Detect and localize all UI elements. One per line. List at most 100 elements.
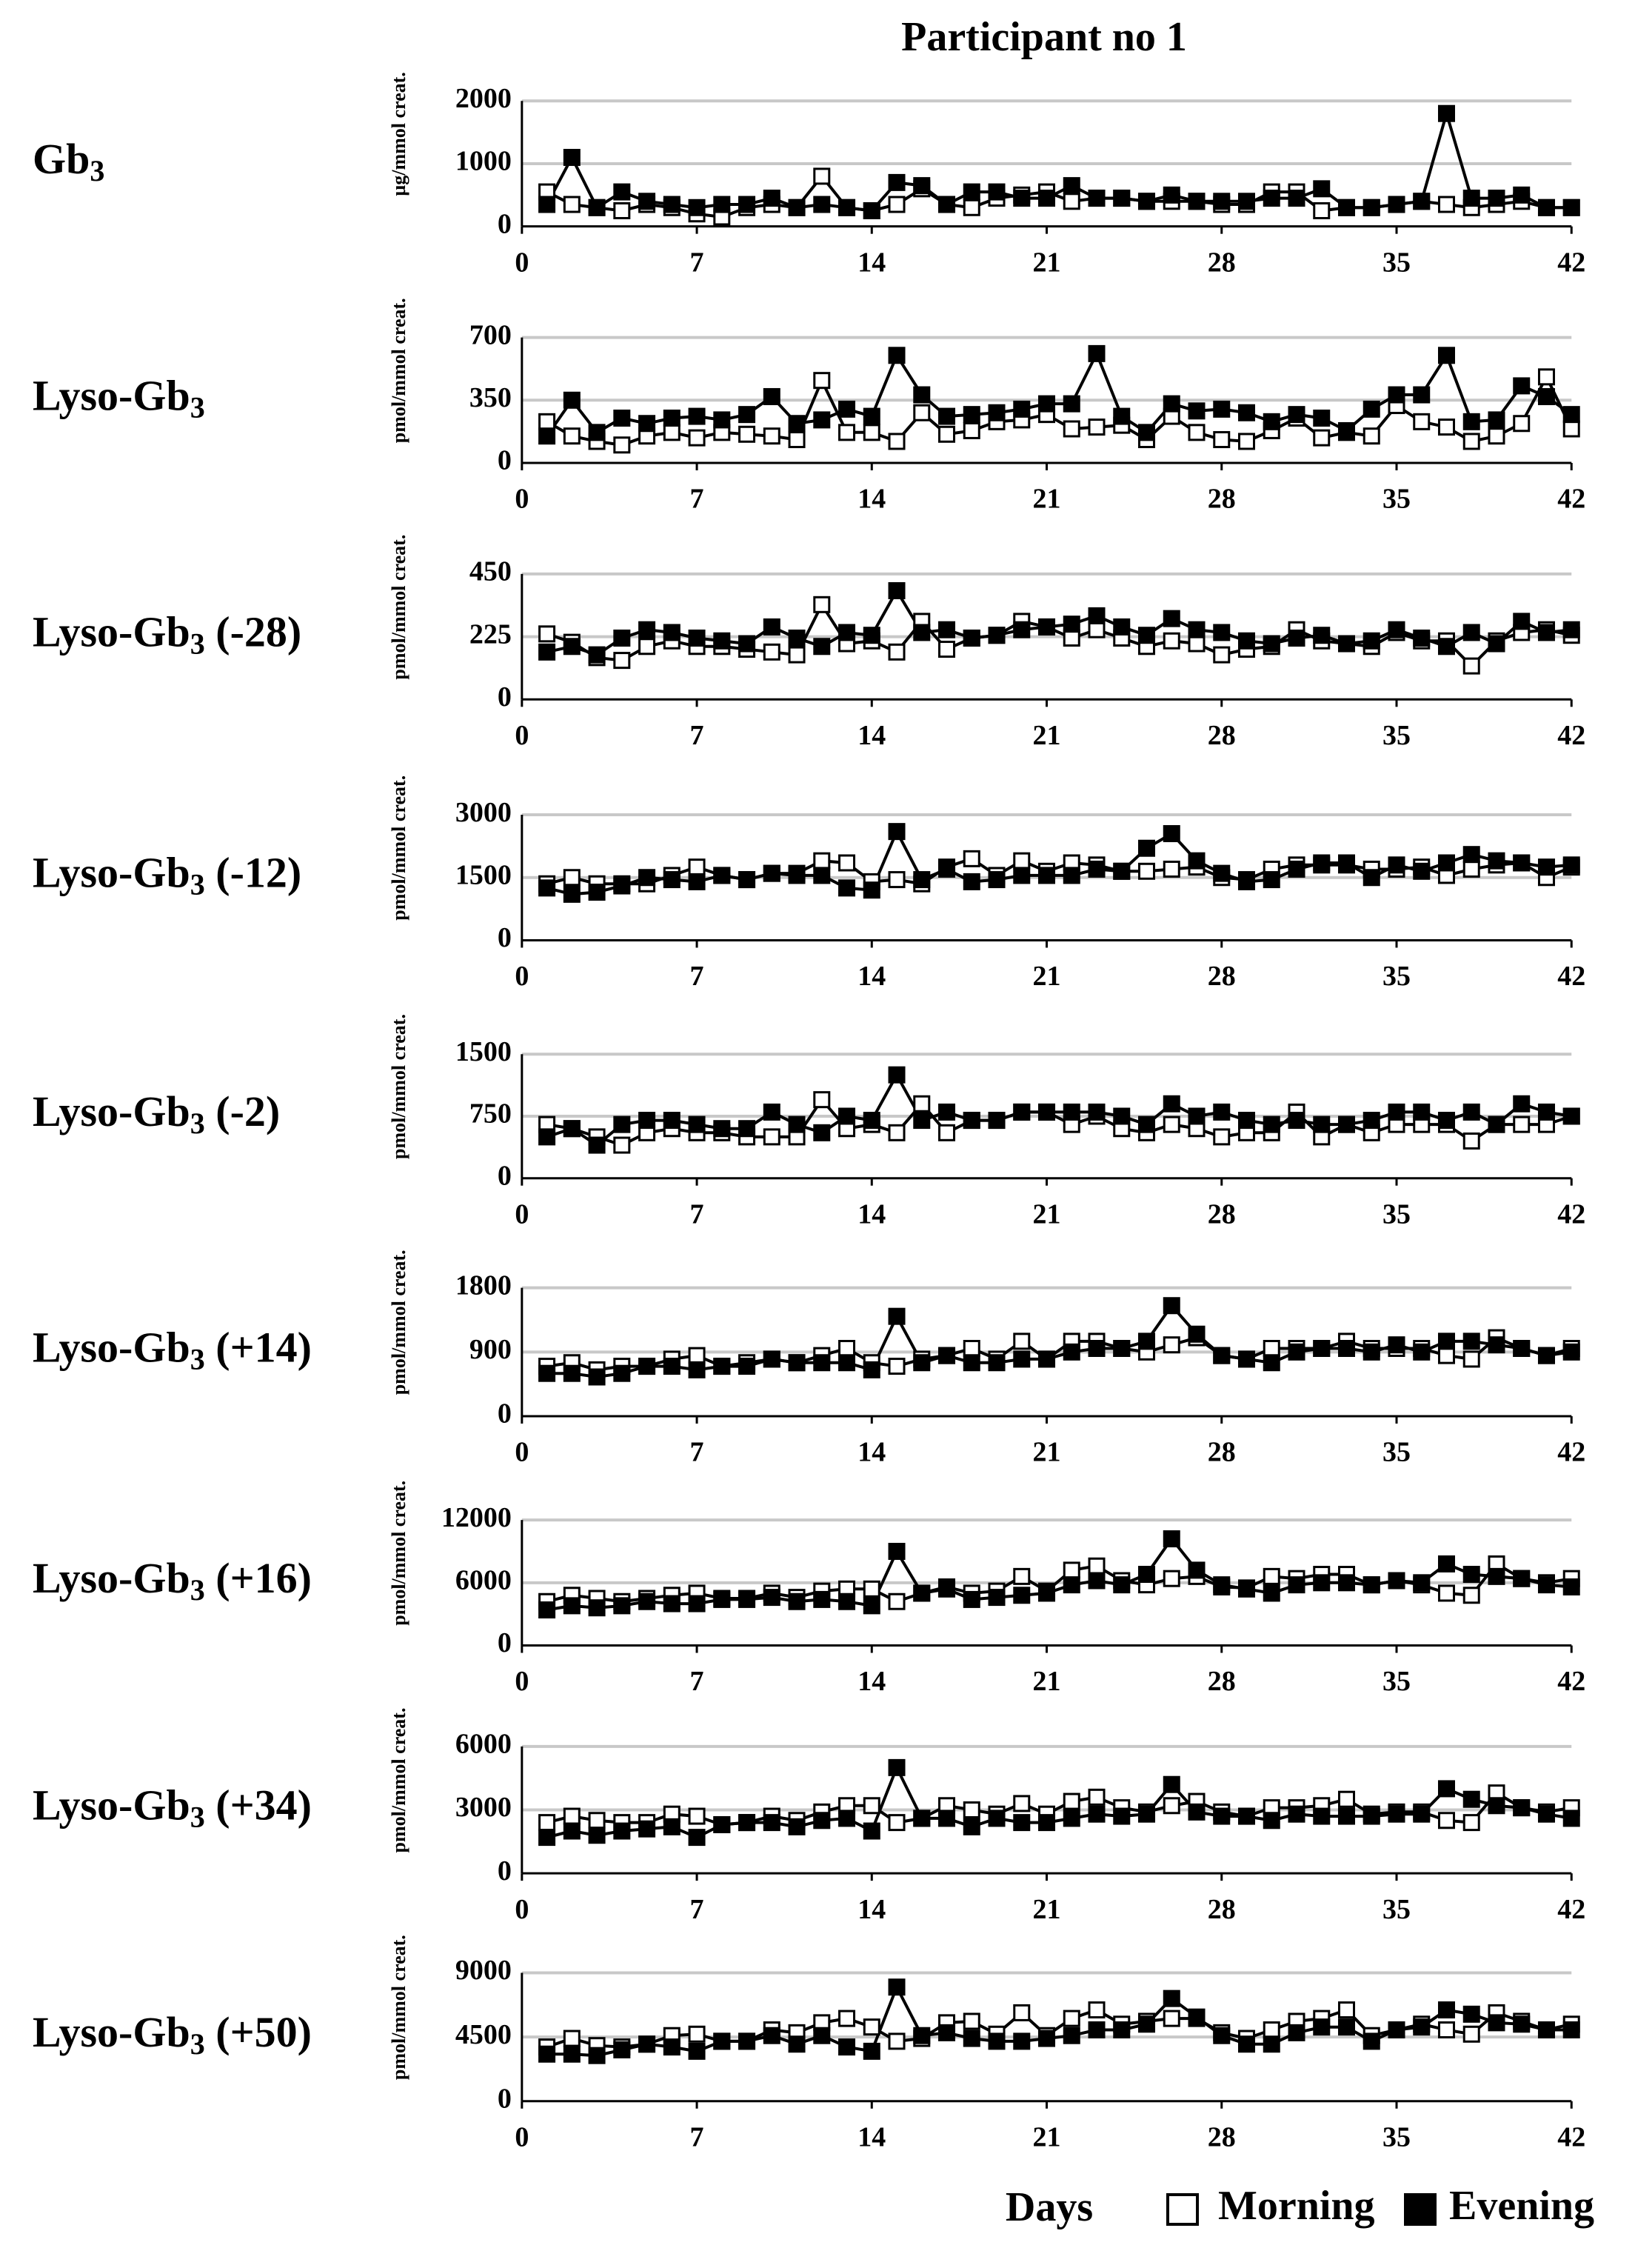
marker [663,424,681,441]
marker [1313,1807,1331,1825]
marker [838,1592,856,1610]
marker [613,202,631,220]
marker [1238,433,1256,450]
marker [863,1797,880,1815]
marker [538,879,556,897]
marker [1337,1790,1355,1808]
marker [838,879,856,897]
marker [688,2042,706,2060]
row-label-part: (-28) [205,608,301,656]
marker [988,1589,1006,1607]
marker [1063,2027,1080,2044]
marker [788,431,806,449]
marker [1013,1350,1031,1368]
marker [1537,1103,1555,1121]
x-tick-label: 28 [1208,484,1236,515]
marker [538,643,556,661]
marker [1362,1343,1380,1361]
marker [1238,632,1256,650]
marker [1013,2004,1031,2021]
row-label: Gb3 [33,135,104,187]
marker [1188,852,1206,870]
marker [788,2035,806,2053]
marker [938,1124,956,1141]
marker [713,632,731,650]
marker [813,1590,831,1608]
marker [788,1818,806,1835]
row-label-part: (-12) [205,849,301,897]
row-label: Lyso-Gb3 (+14) [33,1324,312,1376]
marker [1088,860,1106,878]
y-axis-label: pmol/mmol creat. [388,1935,409,2080]
marker [1263,871,1280,889]
marker [888,643,906,661]
marker [963,406,980,424]
marker [1488,635,1505,653]
marker [538,2045,556,2063]
marker [1038,1350,1056,1368]
x-tick-label: 35 [1382,1666,1411,1697]
marker [1088,418,1106,436]
row-label: Lyso-Gb3 (+34) [33,1781,312,1834]
marker [1063,867,1080,884]
marker [688,1115,706,1133]
x-tick-label: 7 [690,484,704,515]
row-label-part: Lyso-Gb [33,1781,190,1830]
marker [1213,624,1231,641]
marker [1138,424,1156,441]
marker [563,427,581,445]
x-tick-label: 42 [1557,247,1585,278]
marker [1188,1803,1206,1821]
marker [1562,856,1580,874]
marker [713,867,731,884]
panel: 0 225 450 0 7 14 21 28 35 42 pmol/mmol creat. Lyso-… [33,535,1585,751]
marker [963,199,980,216]
marker [613,1597,631,1615]
marker [963,1590,980,1608]
y-tick-label: 0 [498,208,512,239]
marker [1213,1128,1231,1146]
y-tick-label: 6000 [455,1565,512,1596]
marker [1213,646,1231,664]
marker [1437,347,1455,364]
marker [1113,1339,1131,1357]
row-label: Lyso-Gb3 (-28) [33,608,301,661]
marker [1513,854,1531,872]
marker [1163,632,1180,650]
marker [1537,2021,1555,2039]
marker [1413,1103,1431,1121]
marker [1562,621,1580,638]
y-tick-label: 450 [469,556,512,587]
marker [588,1599,606,1617]
marker [763,387,780,405]
marker [988,871,1006,889]
row-label-part: Lyso-Gb [33,1324,190,1372]
marker [1413,1805,1431,1823]
y-tick-label: 12000 [441,1502,512,1533]
marker [963,1801,980,1818]
x-tick-label: 42 [1557,1666,1585,1697]
marker [1063,1343,1080,1361]
marker [1113,190,1131,207]
marker [1562,199,1580,216]
marker [813,1354,831,1372]
marker [1213,1347,1231,1364]
x-tick-label: 28 [1208,2121,1236,2152]
y-axis-label: pmol/mmol creat. [388,776,409,921]
legend-label: Evening [1449,2183,1594,2229]
marker [1113,1807,1131,1825]
marker [738,2032,756,2050]
marker [1413,386,1431,404]
marker [613,2041,631,2058]
marker [888,1592,906,1610]
marker [1088,2021,1106,2039]
marker [1388,1572,1405,1590]
y-tick-label: 900 [469,1334,512,1365]
y-tick-label: 0 [498,1160,512,1191]
x-tick-label: 21 [1033,1894,1061,1925]
marker [938,1103,956,1121]
marker [713,411,731,429]
marker [1437,2021,1455,2039]
marker [1537,1347,1555,1364]
marker [563,869,581,887]
